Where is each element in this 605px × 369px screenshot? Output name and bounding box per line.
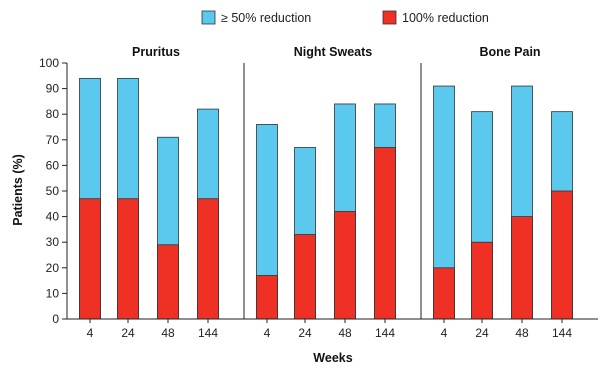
legend: ≥ 50% reduction 100% reduction [201,10,489,25]
x-tick-label: 4 [264,326,271,340]
bar-night-sweats-week-4-series-1 [256,275,278,320]
x-tick-label: 48 [161,326,175,340]
bar-bone-pain-week-144-series-1 [551,190,573,320]
y-tick-label: 60 [46,158,60,172]
y-tick-label: 70 [46,133,60,147]
bar-bone-pain-week-24-series-1 [471,241,493,320]
y-tick-label: 90 [46,82,60,96]
group-title-bone-pain: Bone Pain [479,45,540,59]
bar-night-sweats-week-48-series-1 [334,211,356,320]
x-tick-label: 144 [198,326,218,340]
group-title-night-sweats: Night Sweats [294,45,373,59]
group-titles: Pruritus Night Sweats Bone Pain [132,45,541,59]
y-ticks: 0 10 20 30 40 50 60 70 80 90 100 [39,56,67,326]
y-tick-label: 80 [46,107,60,121]
x-ticks: 4 24 48 144 4 24 48 144 4 24 48 144 [87,319,572,340]
bars [79,77,573,320]
x-tick-label: 24 [475,326,489,340]
x-tick-label: 48 [515,326,529,340]
y-tick-label: 100 [39,56,59,70]
bar-bone-pain-week-4-series-1 [433,267,455,320]
x-tick-label: 144 [375,326,395,340]
bar-night-sweats-week-24-series-1 [294,234,316,320]
legend-swatch-50pct [201,10,216,25]
x-tick-label: 4 [441,326,448,340]
bar-pruritus-week-4-series-1 [79,198,101,320]
bar-bone-pain-week-48-series-1 [511,216,533,320]
bar-pruritus-week-48-series-1 [157,244,179,320]
y-tick-label: 20 [46,261,60,275]
x-tick-label: 4 [87,326,94,340]
x-tick-label: 48 [338,326,352,340]
legend-label-50pct: ≥ 50% reduction [221,11,311,25]
y-tick-label: 30 [46,235,60,249]
bar-pruritus-week-24-series-1 [117,198,139,320]
y-tick-label: 50 [46,184,60,198]
x-tick-label: 144 [552,326,572,340]
bar-night-sweats-week-144-series-1 [374,147,396,320]
y-tick-label: 0 [52,312,59,326]
y-tick-label: 40 [46,210,60,224]
legend-swatch-100pct [382,10,397,25]
legend-label-100pct: 100% reduction [402,11,489,25]
y-tick-label: 10 [46,286,60,300]
group-title-pruritus: Pruritus [132,45,180,59]
x-tick-label: 24 [298,326,312,340]
x-tick-label: 24 [121,326,135,340]
bar-pruritus-week-144-series-1 [197,198,219,320]
y-axis-title: Patients (%) [11,154,25,226]
x-axis-title: Weeks [313,351,352,365]
